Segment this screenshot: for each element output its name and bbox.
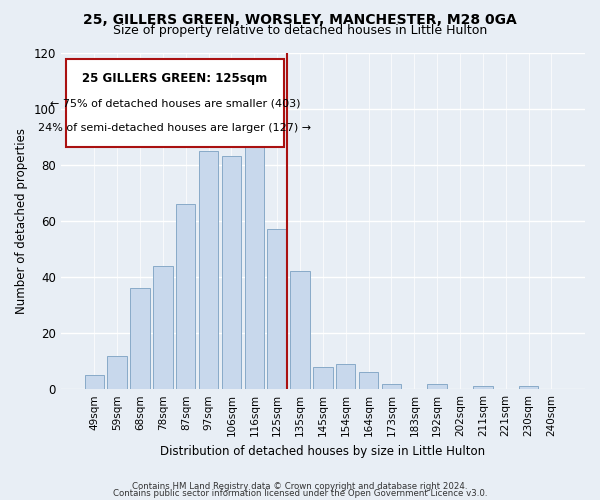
Bar (336, 364, 355, 389)
Text: Size of property relative to detached houses in Little Hulton: Size of property relative to detached ho… (113, 24, 487, 37)
Text: Contains HM Land Registry data © Crown copyright and database right 2024.: Contains HM Land Registry data © Crown c… (132, 482, 468, 491)
Bar (290, 272, 310, 389)
Bar (85, 375, 104, 389)
Text: 25 GILLERS GREEN: 125sqm: 25 GILLERS GREEN: 125sqm (82, 72, 268, 85)
FancyBboxPatch shape (66, 59, 284, 147)
Bar (268, 230, 287, 389)
Bar (427, 384, 447, 389)
Bar (199, 150, 218, 389)
Bar (473, 386, 493, 389)
Bar (176, 204, 196, 389)
Bar (153, 266, 173, 389)
Bar (222, 156, 241, 389)
Bar (382, 384, 401, 389)
X-axis label: Distribution of detached houses by size in Little Hulton: Distribution of detached houses by size … (160, 444, 485, 458)
Bar (359, 372, 379, 389)
Bar (245, 142, 264, 389)
Bar (107, 356, 127, 389)
Text: Contains public sector information licensed under the Open Government Licence v3: Contains public sector information licen… (113, 489, 487, 498)
Text: 25, GILLERS GREEN, WORSLEY, MANCHESTER, M28 0GA: 25, GILLERS GREEN, WORSLEY, MANCHESTER, … (83, 12, 517, 26)
Bar (313, 366, 332, 389)
Y-axis label: Number of detached properties: Number of detached properties (15, 128, 28, 314)
Text: ← 75% of detached houses are smaller (403): ← 75% of detached houses are smaller (40… (50, 98, 300, 108)
Bar (130, 288, 150, 389)
Bar (519, 386, 538, 389)
Text: 24% of semi-detached houses are larger (127) →: 24% of semi-detached houses are larger (… (38, 122, 311, 132)
